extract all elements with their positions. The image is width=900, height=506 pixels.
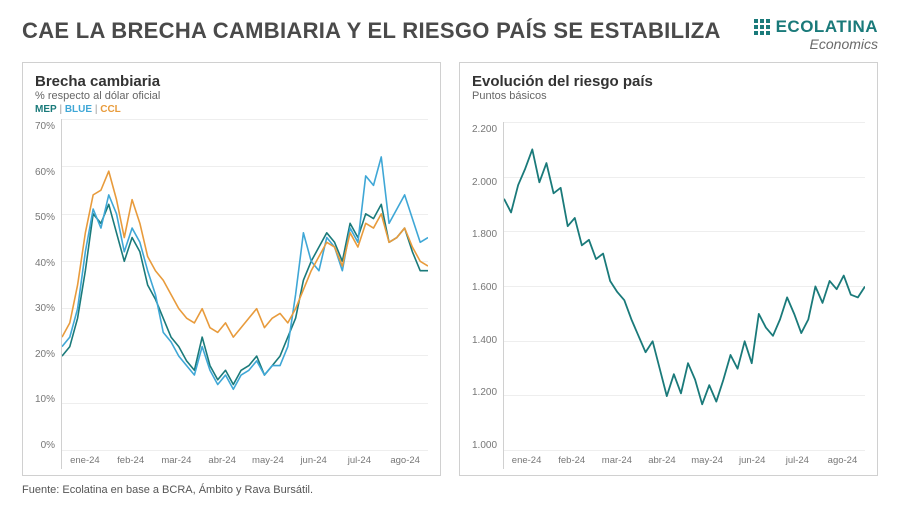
right-plot-area: ene-24feb-24mar-24abr-24may-24jun-24jul-… — [503, 122, 865, 469]
right-x-axis: ene-24feb-24mar-24abr-24may-24jun-24jul-… — [504, 451, 865, 469]
right-chart-panel: Evolución del riesgo país Puntos básicos… — [459, 62, 878, 476]
left-chart-legend: MEP | BLUE | CCL — [35, 104, 428, 115]
right-chart-subtitle: Puntos básicos — [472, 90, 865, 102]
right-y-axis: 2.2002.0001.8001.6001.4001.2001.000 — [472, 122, 503, 469]
left-y-axis: 70%60%50%40%30%20%10%0% — [35, 119, 61, 469]
left-chart-panel: Brecha cambiaria % respecto al dólar ofi… — [22, 62, 441, 476]
header: CAE LA BRECHA CAMBIARIA Y EL RIESGO PAÍS… — [22, 18, 878, 52]
brand-sub: Economics — [754, 37, 878, 52]
brand-name: ECOLATINA — [776, 18, 878, 37]
brand-block: ECOLATINA Economics — [754, 18, 878, 52]
brand-logo-icon — [754, 19, 770, 35]
left-x-axis: ene-24feb-24mar-24abr-24may-24jun-24jul-… — [62, 451, 428, 469]
left-chart-title: Brecha cambiaria — [35, 73, 428, 90]
right-svg — [504, 122, 865, 451]
left-plot-area: ene-24feb-24mar-24abr-24may-24jun-24jul-… — [61, 119, 428, 469]
page-title: CAE LA BRECHA CAMBIARIA Y EL RIESGO PAÍS… — [22, 18, 721, 44]
left-svg — [62, 119, 428, 451]
source-text: Fuente: Ecolatina en base a BCRA, Ámbito… — [22, 484, 878, 496]
right-chart-title: Evolución del riesgo país — [472, 73, 865, 90]
left-chart-subtitle: % respecto al dólar oficial — [35, 90, 428, 102]
